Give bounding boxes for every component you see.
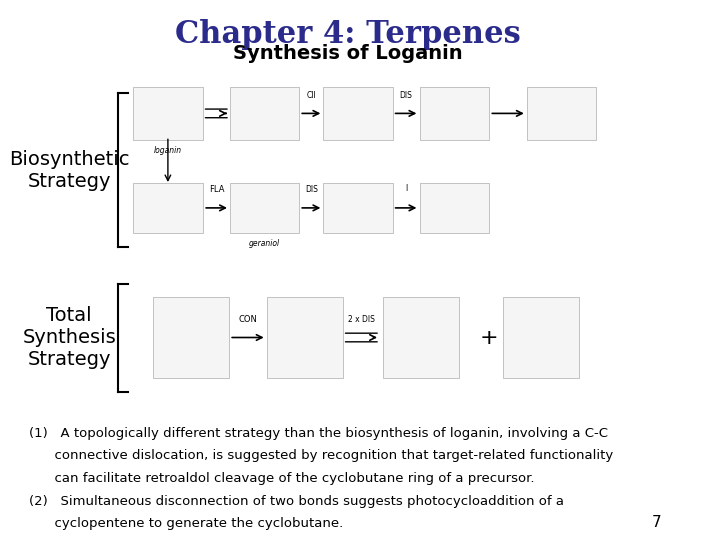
Text: Synthesis of Loganin: Synthesis of Loganin	[233, 44, 463, 63]
FancyBboxPatch shape	[230, 183, 300, 233]
Text: FLA: FLA	[209, 185, 225, 194]
FancyBboxPatch shape	[266, 297, 343, 378]
Text: l: l	[405, 184, 408, 193]
Text: DIS: DIS	[400, 91, 413, 100]
Text: DIS: DIS	[305, 185, 318, 194]
FancyBboxPatch shape	[153, 297, 229, 378]
Text: Biosynthetic
Strategy: Biosynthetic Strategy	[9, 150, 130, 191]
Text: Total
Synthesis
Strategy: Total Synthesis Strategy	[22, 306, 116, 369]
FancyBboxPatch shape	[527, 86, 596, 140]
Text: 7: 7	[652, 515, 662, 530]
FancyBboxPatch shape	[230, 86, 300, 140]
Text: connective dislocation, is suggested by recognition that target-related function: connective dislocation, is suggested by …	[30, 449, 613, 462]
Text: loganin: loganin	[154, 145, 182, 154]
FancyBboxPatch shape	[383, 297, 459, 378]
FancyBboxPatch shape	[133, 183, 202, 233]
FancyBboxPatch shape	[133, 86, 202, 140]
Text: can facilitate retroaldol cleavage of the cyclobutane ring of a precursor.: can facilitate retroaldol cleavage of th…	[30, 472, 535, 485]
FancyBboxPatch shape	[323, 86, 392, 140]
FancyBboxPatch shape	[323, 183, 392, 233]
Text: cyclopentene to generate the cyclobutane.: cyclopentene to generate the cyclobutane…	[30, 517, 343, 530]
Text: +: +	[480, 327, 499, 348]
Text: (1)   A topologically different strategy than the biosynthesis of loganin, invol: (1) A topologically different strategy t…	[30, 427, 608, 440]
Text: Chapter 4: Terpenes: Chapter 4: Terpenes	[175, 19, 521, 50]
Text: CON: CON	[238, 315, 257, 324]
FancyBboxPatch shape	[420, 183, 490, 233]
Text: Cll: Cll	[307, 91, 316, 100]
Text: geraniol: geraniol	[249, 239, 280, 248]
FancyBboxPatch shape	[420, 86, 490, 140]
Text: 2 x DIS: 2 x DIS	[348, 315, 375, 324]
FancyBboxPatch shape	[503, 297, 580, 378]
Text: (2)   Simultaneous disconnection of two bonds suggests photocycloaddition of a: (2) Simultaneous disconnection of two bo…	[30, 495, 564, 508]
